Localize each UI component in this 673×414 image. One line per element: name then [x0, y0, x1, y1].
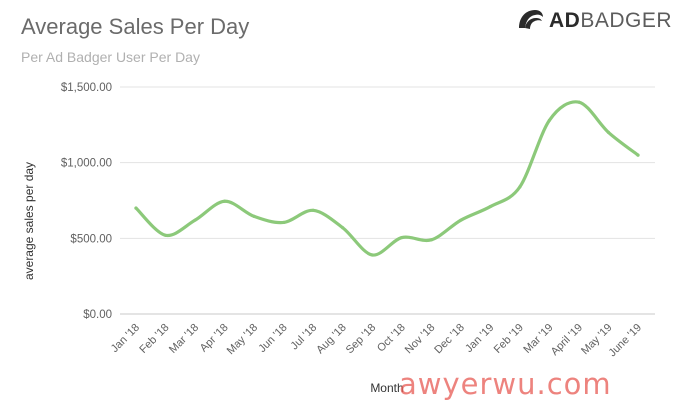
- x-tick-label: June '19: [606, 322, 644, 360]
- x-tick-label: May '18: [225, 322, 260, 357]
- y-tick-label: $1,000.00: [61, 158, 112, 170]
- data-point: [341, 226, 345, 230]
- chart-title: Average Sales Per Day: [21, 14, 250, 39]
- x-axis-label: Month: [370, 381, 403, 395]
- x-tick-label: Jan '18: [109, 322, 142, 355]
- logo-text-light: BADGER: [580, 9, 673, 32]
- data-point: [459, 218, 463, 222]
- data-point: [282, 220, 286, 225]
- data-point: [252, 214, 256, 218]
- data-point: [518, 185, 522, 189]
- data-point: [400, 235, 404, 240]
- watermark-text: awyerwu.com: [399, 367, 612, 401]
- data-point: [577, 100, 581, 104]
- x-tick-label: Feb '18: [137, 322, 171, 356]
- y-tick-label: $1,500.00: [61, 82, 112, 94]
- y-tick-label: $0.00: [83, 309, 112, 321]
- chart-subtitle: Per Ad Badger User Per Day: [21, 49, 200, 65]
- adbadger-logo: ADBADGER: [515, 6, 672, 36]
- data-point: [547, 118, 552, 122]
- y-axis-label: average sales per day: [22, 162, 36, 280]
- gridlines: [120, 86, 655, 315]
- x-tick-label: Dec '18: [432, 322, 467, 357]
- data-point: [636, 153, 640, 157]
- data-point: [163, 233, 168, 237]
- data-point: [370, 253, 374, 257]
- x-tick-label: Aug '18: [314, 322, 349, 357]
- x-tick-label: Mar '18: [167, 322, 201, 356]
- x-tick-label: Jun '18: [256, 322, 289, 355]
- x-tick-label: Nov '18: [403, 322, 438, 357]
- x-tick-label: Sep '18: [344, 322, 379, 357]
- logo-text-bold: AD: [549, 9, 581, 32]
- data-point: [488, 204, 492, 209]
- y-axis-ticks: $0.00 $500.00 $1,000.00 $1,500.00: [61, 82, 112, 321]
- data-point: [311, 208, 315, 212]
- data-point: [606, 130, 611, 134]
- badger-head-icon: [519, 10, 543, 29]
- data-point: [134, 206, 138, 210]
- x-tick-label: Oct '18: [375, 322, 408, 355]
- x-tick-label: Jan '19: [463, 322, 496, 355]
- x-tick-label: Feb '19: [492, 322, 526, 356]
- data-point: [193, 218, 197, 222]
- x-tick-label: April '19: [549, 322, 585, 358]
- series-layer: [134, 100, 640, 257]
- y-tick-label: $500.00: [70, 233, 112, 245]
- logo-wordmark: ADBADGER: [549, 9, 672, 33]
- series-line: [134, 100, 640, 257]
- data-point: [429, 238, 433, 242]
- data-point: [222, 199, 227, 203]
